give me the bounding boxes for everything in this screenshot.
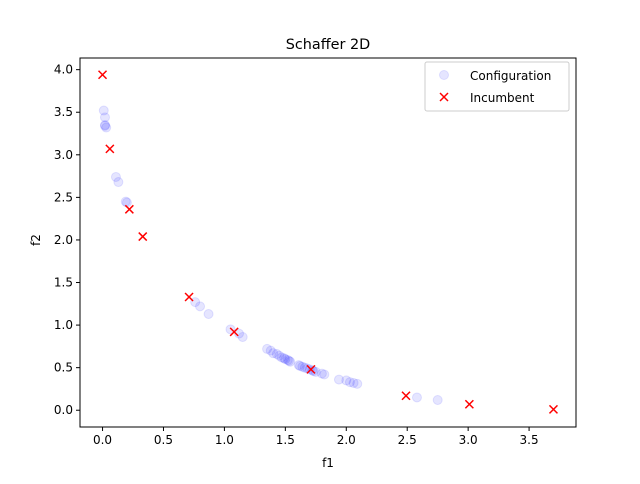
- configuration-point: [310, 366, 321, 377]
- legend-configuration-marker: [439, 70, 449, 80]
- configuration-point: [344, 377, 355, 388]
- x-tick-label: 1.5: [276, 433, 295, 447]
- legend-configuration-label: Configuration: [470, 69, 551, 83]
- incumbent-point: [124, 204, 134, 214]
- y-tick-label: 0.5: [54, 361, 73, 375]
- configuration-point: [282, 354, 293, 365]
- configuration-point: [285, 356, 296, 367]
- configuration-point: [333, 374, 344, 385]
- plot-area: 0.0 0.5 1.0 1.5 2.0 2.5 3.0 3.5 0.0 0.5 1.0 1.5 2.0 2…: [54, 57, 577, 447]
- configuration-point: [284, 355, 295, 366]
- axes-frame: [79, 57, 577, 428]
- x-tick-label: 2.0: [337, 433, 356, 447]
- y-tick-label: 2.5: [54, 190, 73, 204]
- configuration-point: [121, 197, 132, 208]
- incumbent-point: [306, 364, 316, 374]
- configuration-point: [341, 375, 352, 386]
- configuration-point: [279, 353, 290, 364]
- configuration-point: [271, 349, 282, 360]
- y-tick-label: 4.0: [54, 63, 73, 77]
- configuration-point: [274, 350, 285, 361]
- legend: Configuration Incumbent: [424, 61, 570, 112]
- configuration-point: [316, 368, 327, 379]
- y-tick-label: 0.0: [54, 403, 73, 417]
- configuration-point: [348, 377, 359, 388]
- configuration-point: [99, 112, 110, 123]
- incumbent-point: [98, 70, 108, 80]
- x-tick-label: 3.0: [459, 433, 478, 447]
- configuration-point: [352, 378, 363, 389]
- configuration-point: [98, 105, 109, 116]
- configuration-point: [293, 360, 304, 371]
- configuration-point: [294, 360, 305, 371]
- configuration-point: [262, 343, 273, 354]
- configuration-point: [101, 122, 112, 133]
- incumbent-point: [548, 404, 558, 414]
- configuration-point: [432, 395, 443, 406]
- y-tick-label: 3.0: [54, 148, 73, 162]
- configuration-point: [268, 348, 279, 359]
- incumbent-point: [464, 399, 474, 409]
- configuration-point: [319, 369, 330, 380]
- configuration-point: [234, 328, 245, 339]
- x-tick-label: 3.5: [520, 433, 539, 447]
- configuration-point: [203, 309, 214, 320]
- configuration-point: [304, 364, 315, 375]
- configuration-point: [110, 171, 121, 182]
- incumbent-point: [138, 232, 148, 242]
- configuration-point: [411, 392, 422, 403]
- legend-incumbent-label: Incumbent: [470, 91, 535, 105]
- y-tick-label: 2.0: [54, 233, 73, 247]
- x-tick-label: 2.5: [398, 433, 417, 447]
- y-tick-label: 1.0: [54, 318, 73, 332]
- configuration-point: [99, 120, 110, 131]
- configuration-point: [225, 324, 236, 335]
- configuration-point: [195, 301, 206, 312]
- y-tick-label: 3.5: [54, 105, 73, 119]
- configuration-point: [237, 332, 248, 343]
- x-axis-label: f1: [322, 456, 334, 470]
- configuration-point: [297, 361, 308, 372]
- x-tick-label: 0.0: [93, 433, 112, 447]
- incumbent-point: [105, 144, 115, 154]
- configuration-point: [265, 345, 276, 356]
- chart-title: Schaffer 2D: [286, 37, 370, 53]
- x-tick-label: 1.0: [215, 433, 234, 447]
- y-tick-label: 1.5: [54, 276, 73, 290]
- x-tick-label: 0.5: [154, 433, 173, 447]
- y-axis-label: f2: [29, 234, 43, 246]
- configuration-point: [99, 120, 110, 131]
- configuration-point: [280, 354, 291, 365]
- configuration-point: [276, 352, 287, 363]
- legend-incumbent-marker: [439, 92, 449, 102]
- legend-frame: [424, 61, 570, 112]
- incumbent-point: [184, 292, 194, 302]
- incumbent-point: [401, 391, 411, 401]
- incumbent-point: [229, 327, 239, 337]
- configuration-point: [113, 177, 124, 188]
